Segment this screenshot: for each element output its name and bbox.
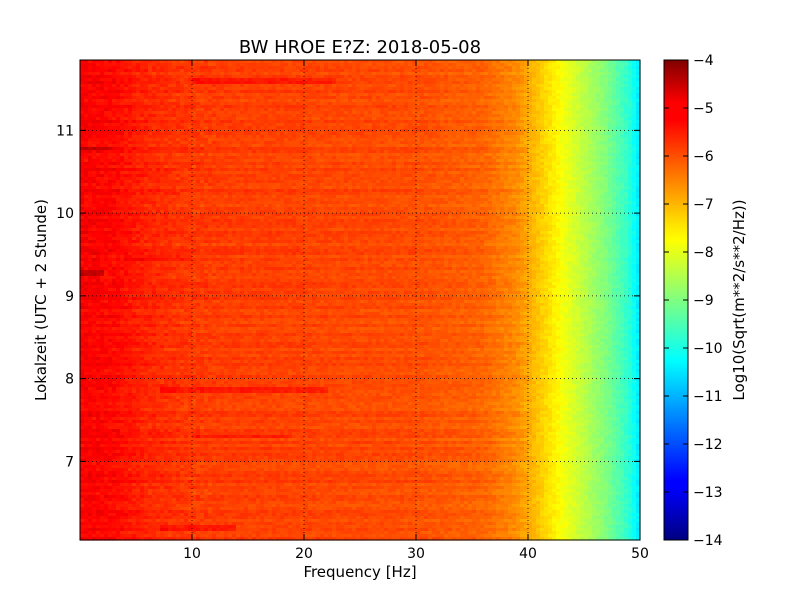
spectrogram-heatmap	[80, 60, 641, 541]
chart-title: BW HROE E?Z: 2018-05-08	[239, 37, 481, 58]
